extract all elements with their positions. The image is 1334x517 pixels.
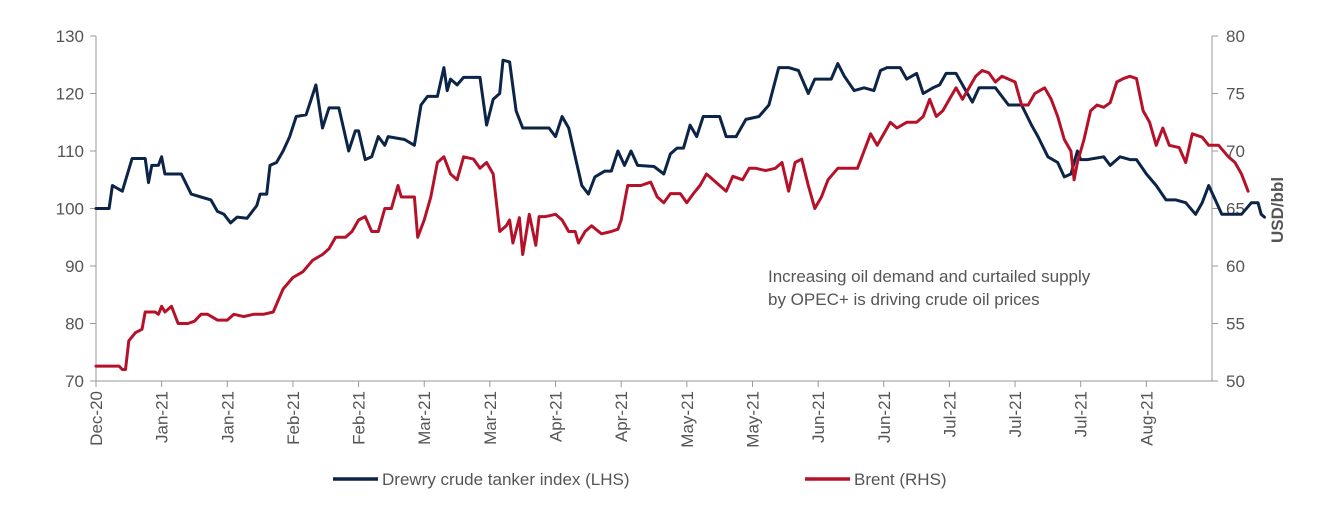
x-axis: Dec-20 Jan-21 Jan-21 Feb-21 Feb-21 Mar-21 Mar-… [87, 381, 1212, 448]
right-tick-label: 60 [1226, 257, 1245, 276]
chart-container: 70 80 90 100 110 120 130 50 55 60 65 70 75 80 Dec-20… [0, 0, 1334, 512]
annotation-line-1: Increasing oil demand and curtailed supp… [768, 267, 1091, 286]
legend: Drewry crude tanker index (LHS) Brent (R… [333, 470, 947, 489]
right-tick-label: 75 [1226, 85, 1245, 104]
x-tick-label: Jul-21 [940, 391, 959, 437]
x-tick-label: May-21 [743, 391, 762, 448]
x-tick-label: Jan-21 [153, 391, 172, 443]
left-tick-label: 100 [56, 200, 84, 219]
x-tick-label: Aug-21 [1137, 391, 1156, 446]
x-tick-label: Dec-20 [87, 391, 106, 446]
x-tick-label: Jun-21 [809, 391, 828, 443]
left-tick-label: 70 [65, 372, 84, 391]
series-line-tanker-index [96, 60, 1265, 223]
left-tick-label: 80 [65, 315, 84, 334]
right-axis-title: USD/bbl [1268, 177, 1287, 243]
right-tick-label: 80 [1226, 27, 1245, 46]
line-chart: 708090100110120130 50556065707580 Dec-20… [0, 0, 1334, 512]
x-tick-label: Feb-21 [350, 391, 369, 445]
left-y-axis: 70 80 90 100 110 120 130 [56, 27, 96, 391]
left-tick-label: 130 [56, 27, 84, 46]
annotation-line-2: by OPEC+ is driving crude oil prices [768, 290, 1040, 309]
series-layer [96, 60, 1265, 369]
x-tick-label: Jul-21 [1006, 391, 1025, 437]
legend-label-brent: Brent (RHS) [854, 470, 947, 489]
x-tick-label: Mar-21 [481, 391, 500, 445]
series-line-brent [96, 71, 1248, 370]
x-tick-label: Mar-21 [415, 391, 434, 445]
left-tick-label: 90 [65, 257, 84, 276]
right-tick-label: 55 [1226, 315, 1245, 334]
left-tick-label: 110 [57, 142, 84, 161]
x-tick-label: Jul-21 [1072, 391, 1091, 437]
x-tick-label: Jan-21 [218, 391, 237, 443]
x-tick-label: May-21 [678, 391, 697, 448]
right-tick-label: 50 [1226, 372, 1245, 391]
legend-label-tanker-index: Drewry crude tanker index (LHS) [382, 470, 630, 489]
x-tick-label: Jun-21 [875, 391, 894, 443]
x-tick-label: Apr-21 [612, 391, 631, 442]
x-tick-label: Feb-21 [284, 391, 303, 445]
left-tick-label: 120 [56, 85, 84, 104]
x-tick-label: Apr-21 [547, 391, 566, 442]
